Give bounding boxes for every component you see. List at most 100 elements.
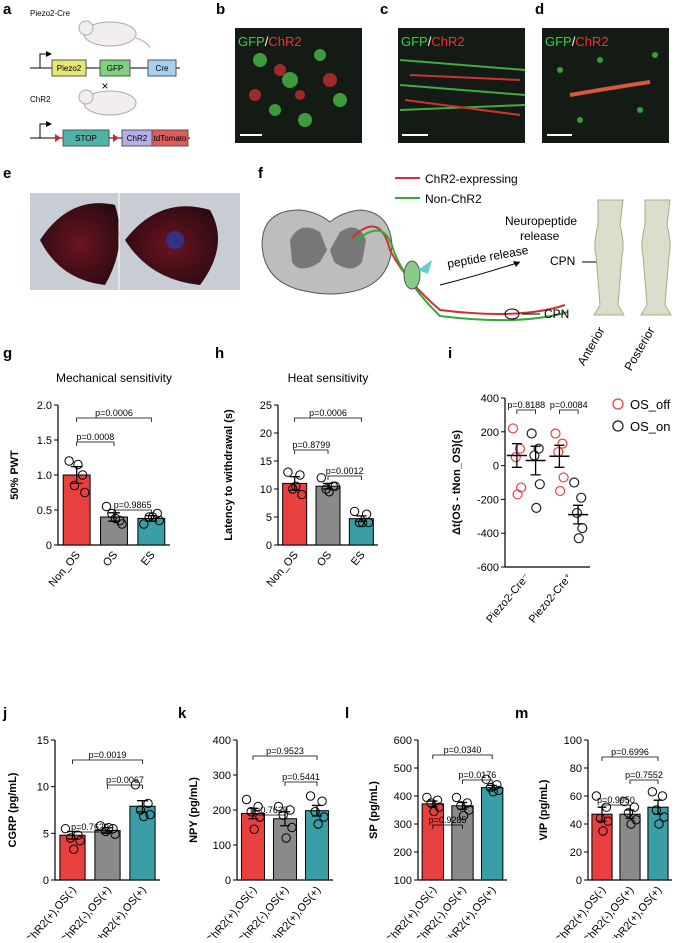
bar xyxy=(59,834,86,881)
box xyxy=(147,59,177,77)
y-tick-label: 1.5 xyxy=(37,435,52,447)
data-point xyxy=(458,810,469,821)
bar xyxy=(62,474,91,546)
y-tick-label: 5 xyxy=(266,512,272,524)
data-point xyxy=(319,812,329,822)
error-bar xyxy=(487,784,497,791)
data-point xyxy=(330,481,340,491)
x-tick-label: Piezo2-Cre⁺ xyxy=(527,571,575,625)
data-point xyxy=(354,517,365,528)
panel-letter: d xyxy=(535,1,544,18)
panel-letter: g xyxy=(3,345,12,362)
y-axis-title: CGRP (pg/mL) xyxy=(7,772,19,847)
data-point xyxy=(117,519,127,529)
data-point xyxy=(349,506,360,517)
y-tick-label: 5 xyxy=(43,828,49,840)
light xyxy=(418,260,432,274)
data-point xyxy=(591,791,602,801)
y-tick-label: 300 xyxy=(394,819,412,831)
annotation: Anterior xyxy=(574,325,607,368)
data-point xyxy=(69,480,80,491)
data-point xyxy=(558,472,569,483)
data-point xyxy=(357,517,368,528)
bone xyxy=(640,199,672,316)
data-point xyxy=(324,487,334,497)
box xyxy=(62,129,110,147)
y-tick-label: 10 xyxy=(260,484,272,496)
cpn-ring xyxy=(504,308,520,320)
bar xyxy=(480,787,504,881)
y-axis-title: Latency to withdrawal (s) xyxy=(223,409,235,541)
data-point xyxy=(110,513,121,524)
y-tick-label: 400 xyxy=(481,393,499,405)
arrow xyxy=(46,121,52,127)
label: Cre xyxy=(156,64,169,73)
box xyxy=(151,129,189,147)
significance-bracket xyxy=(76,417,152,422)
x-tick-label: Piezo2-Cre⁻ xyxy=(484,571,532,625)
data-point xyxy=(101,501,112,512)
significance-bracket xyxy=(601,756,659,761)
cross: × xyxy=(101,79,108,93)
data-point xyxy=(316,473,326,483)
x-tick-label: ES xyxy=(349,549,368,568)
y-axis-title: VIP (pg/mL) xyxy=(538,779,550,840)
data-point xyxy=(623,808,634,818)
bar xyxy=(315,485,341,546)
p-value: p=0.5441 xyxy=(282,772,320,782)
x-tick-label: ES xyxy=(139,549,158,568)
data-point xyxy=(577,523,588,534)
y-tick-label: 0 xyxy=(43,875,49,887)
y-tick-label: 20 xyxy=(260,428,272,440)
error-bar xyxy=(70,465,83,485)
data-point xyxy=(659,812,669,822)
y-tick-label: 60 xyxy=(570,791,582,803)
y-tick-label: 25 xyxy=(260,400,272,412)
bar xyxy=(129,805,156,881)
data-point xyxy=(526,428,537,439)
y-tick-label: 300 xyxy=(213,770,231,782)
significance-bracket xyxy=(629,779,659,784)
y-tick-label: 400 xyxy=(213,735,231,747)
tissue xyxy=(40,203,120,285)
blue-light xyxy=(166,231,184,249)
data-point xyxy=(512,489,523,500)
data-point xyxy=(529,450,540,461)
significance-bracket xyxy=(72,759,143,764)
stain-label: GFP/ChR2 xyxy=(238,34,302,49)
p-value: p=0.7629 xyxy=(71,822,109,832)
x-tick-label: OS xyxy=(101,549,120,569)
error-bar xyxy=(289,476,300,491)
label: GFP xyxy=(107,64,123,73)
data-point xyxy=(73,459,83,470)
data-point xyxy=(249,824,259,834)
p-value: p=0.0008 xyxy=(76,432,114,442)
data-point xyxy=(557,438,568,449)
significance-bracket xyxy=(432,754,493,759)
p-value: p=0.8188 xyxy=(507,400,545,410)
data-point xyxy=(241,794,252,805)
significance-bracket xyxy=(462,779,493,784)
p-value: p=0.0084 xyxy=(550,400,588,410)
data-point xyxy=(313,819,323,829)
legend-marker xyxy=(612,398,624,410)
data-point xyxy=(507,423,519,434)
micrograph xyxy=(398,28,525,143)
significance-bracket xyxy=(432,824,463,829)
y-tick-label: 15 xyxy=(37,735,49,747)
label: ChR2 xyxy=(127,134,148,143)
data-point xyxy=(571,507,583,519)
data-point xyxy=(80,487,90,498)
label: tdTomato xyxy=(154,134,187,143)
significance-bracket xyxy=(107,784,143,789)
data-point xyxy=(647,787,658,797)
panel-letter: j xyxy=(2,705,7,722)
y-tick-label: 1.0 xyxy=(37,470,52,482)
y-tick-label: 2.0 xyxy=(37,400,52,412)
significance-bracket xyxy=(559,409,579,414)
data-point xyxy=(553,446,564,458)
data-point xyxy=(287,822,297,833)
significance-bracket xyxy=(252,755,318,760)
panel-letter: k xyxy=(178,705,187,722)
data-point xyxy=(464,805,474,815)
